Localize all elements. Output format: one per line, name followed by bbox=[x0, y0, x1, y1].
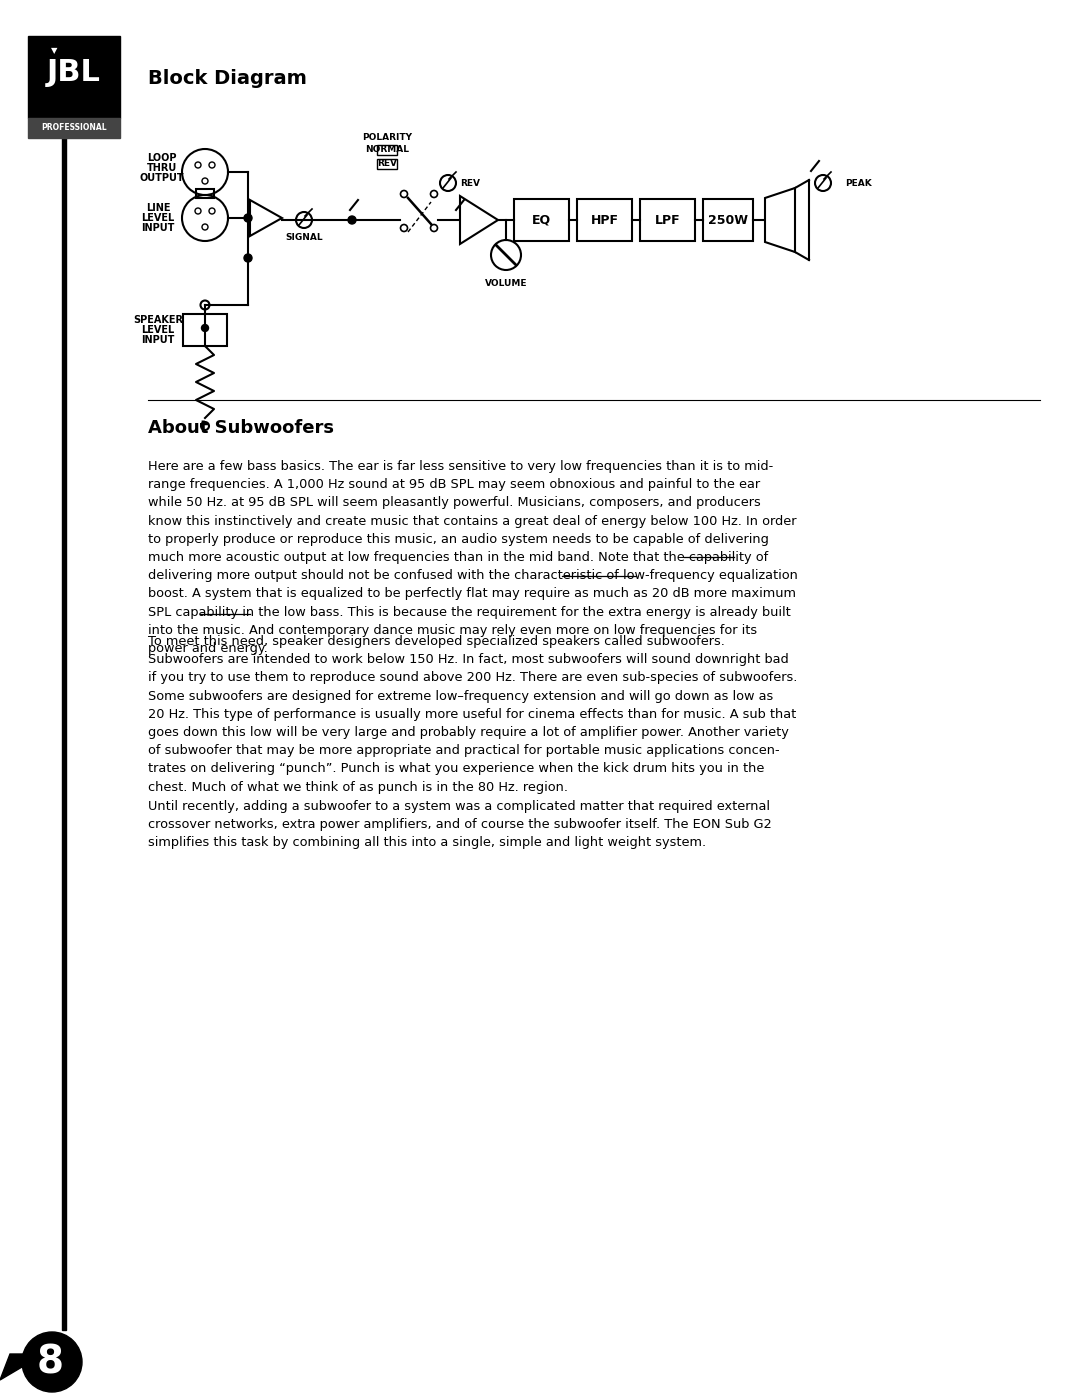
Circle shape bbox=[244, 214, 252, 222]
Bar bbox=[577, 198, 632, 242]
Text: INPUT: INPUT bbox=[141, 224, 175, 233]
Text: To meet this need, speaker designers developed specialized speakers called subwo: To meet this need, speaker designers dev… bbox=[148, 636, 797, 793]
Text: HPF: HPF bbox=[591, 214, 619, 226]
Text: 250W: 250W bbox=[708, 214, 748, 226]
Bar bbox=[703, 198, 753, 242]
Text: OUTPUT: OUTPUT bbox=[139, 173, 185, 183]
Bar bbox=[183, 314, 227, 346]
Text: ▼: ▼ bbox=[51, 46, 57, 56]
Bar bbox=[377, 159, 397, 169]
Bar bbox=[62, 101, 66, 1330]
Text: PEAK: PEAK bbox=[845, 179, 872, 187]
Text: REV: REV bbox=[377, 158, 397, 168]
Circle shape bbox=[22, 1331, 82, 1391]
Text: SIGNAL: SIGNAL bbox=[285, 233, 323, 243]
Bar bbox=[640, 198, 696, 242]
Text: INPUT: INPUT bbox=[141, 335, 175, 345]
Text: NORMAL: NORMAL bbox=[365, 144, 409, 154]
Text: Here are a few bass basics. The ear is far less sensitive to very low frequencie: Here are a few bass basics. The ear is f… bbox=[148, 460, 798, 655]
Bar bbox=[514, 198, 569, 242]
Text: Block Diagram: Block Diagram bbox=[148, 68, 307, 88]
Text: LOOP: LOOP bbox=[147, 154, 177, 163]
Bar bbox=[28, 36, 120, 117]
Bar bbox=[377, 145, 397, 155]
Bar bbox=[195, 189, 214, 198]
Text: VOLUME: VOLUME bbox=[485, 278, 527, 288]
Text: Until recently, adding a subwoofer to a system was a complicated matter that req: Until recently, adding a subwoofer to a … bbox=[148, 800, 772, 849]
Text: POLARITY: POLARITY bbox=[362, 134, 411, 142]
Text: LEVEL: LEVEL bbox=[141, 212, 175, 224]
Text: LPF: LPF bbox=[654, 214, 680, 226]
Circle shape bbox=[348, 217, 356, 224]
Polygon shape bbox=[460, 196, 498, 244]
Text: EQ: EQ bbox=[532, 214, 551, 226]
Polygon shape bbox=[765, 189, 795, 251]
Text: THRU: THRU bbox=[147, 163, 177, 173]
Text: REV: REV bbox=[460, 179, 480, 187]
Text: 8: 8 bbox=[37, 1343, 64, 1382]
Text: LINE: LINE bbox=[146, 203, 171, 212]
Text: PROFESSIONAL: PROFESSIONAL bbox=[41, 123, 107, 133]
Text: SPEAKER: SPEAKER bbox=[133, 314, 183, 326]
Text: About Subwoofers: About Subwoofers bbox=[148, 419, 334, 437]
Text: JBL: JBL bbox=[48, 59, 100, 88]
Bar bbox=[28, 117, 120, 138]
Text: LEVEL: LEVEL bbox=[141, 326, 175, 335]
Polygon shape bbox=[249, 200, 282, 236]
Circle shape bbox=[244, 254, 252, 263]
Polygon shape bbox=[0, 1354, 24, 1380]
Circle shape bbox=[202, 324, 208, 331]
